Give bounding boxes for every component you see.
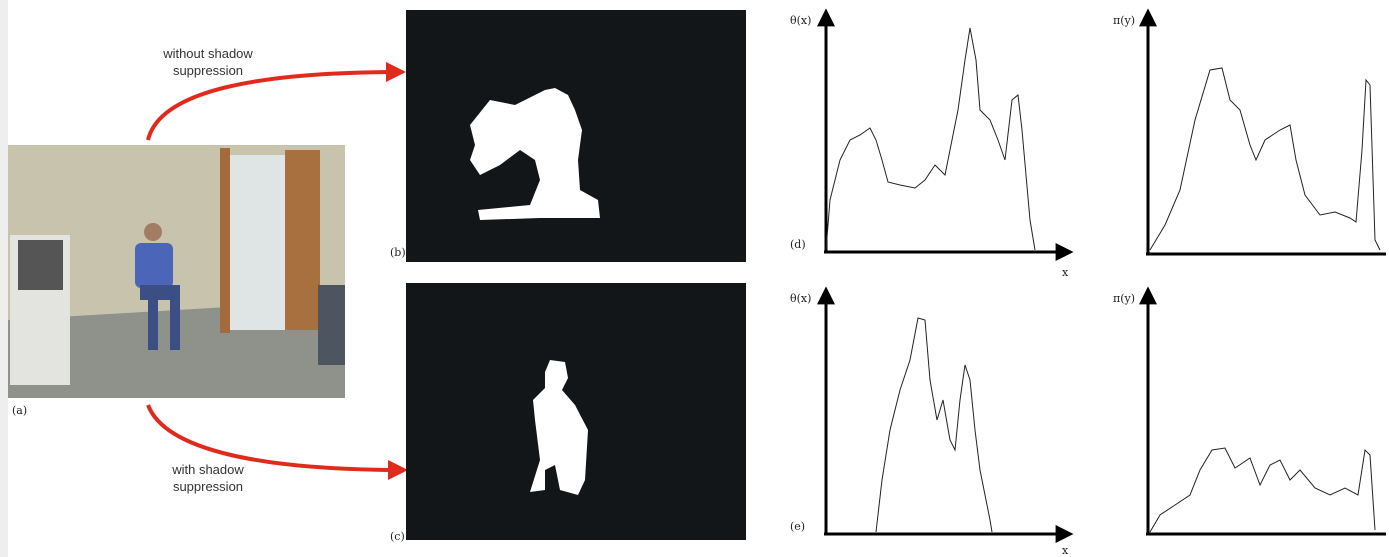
- axis-label: x: [1062, 266, 1069, 279]
- projection-curve: [1150, 68, 1380, 250]
- axis-label: θ(x): [790, 14, 811, 27]
- side-strip: [0, 0, 8, 557]
- projection-curve: [826, 28, 1035, 250]
- arrow-label: with shadow: [171, 462, 244, 477]
- axis-label: π(y): [1113, 14, 1135, 27]
- arrow-label: suppression: [173, 63, 243, 78]
- arrow: [148, 72, 402, 140]
- photo: [8, 145, 345, 398]
- arrow-label: suppression: [173, 479, 243, 494]
- panel-label: (a): [12, 404, 27, 417]
- projection-curve: [1150, 448, 1375, 532]
- axis-label: θ(x): [790, 292, 811, 305]
- panel-label: (d): [790, 238, 806, 251]
- panel-label: (e): [790, 520, 805, 533]
- arrow-label: without shadow: [162, 46, 253, 61]
- panel-label: (b): [390, 246, 406, 259]
- figure: (a) without shadow suppression with shad…: [0, 0, 1389, 557]
- axis-label: π(y): [1113, 292, 1135, 305]
- axis-label: x: [1062, 544, 1069, 557]
- arrow: [148, 405, 404, 470]
- panel-label: (c): [390, 530, 405, 543]
- projection-curve: [876, 318, 992, 532]
